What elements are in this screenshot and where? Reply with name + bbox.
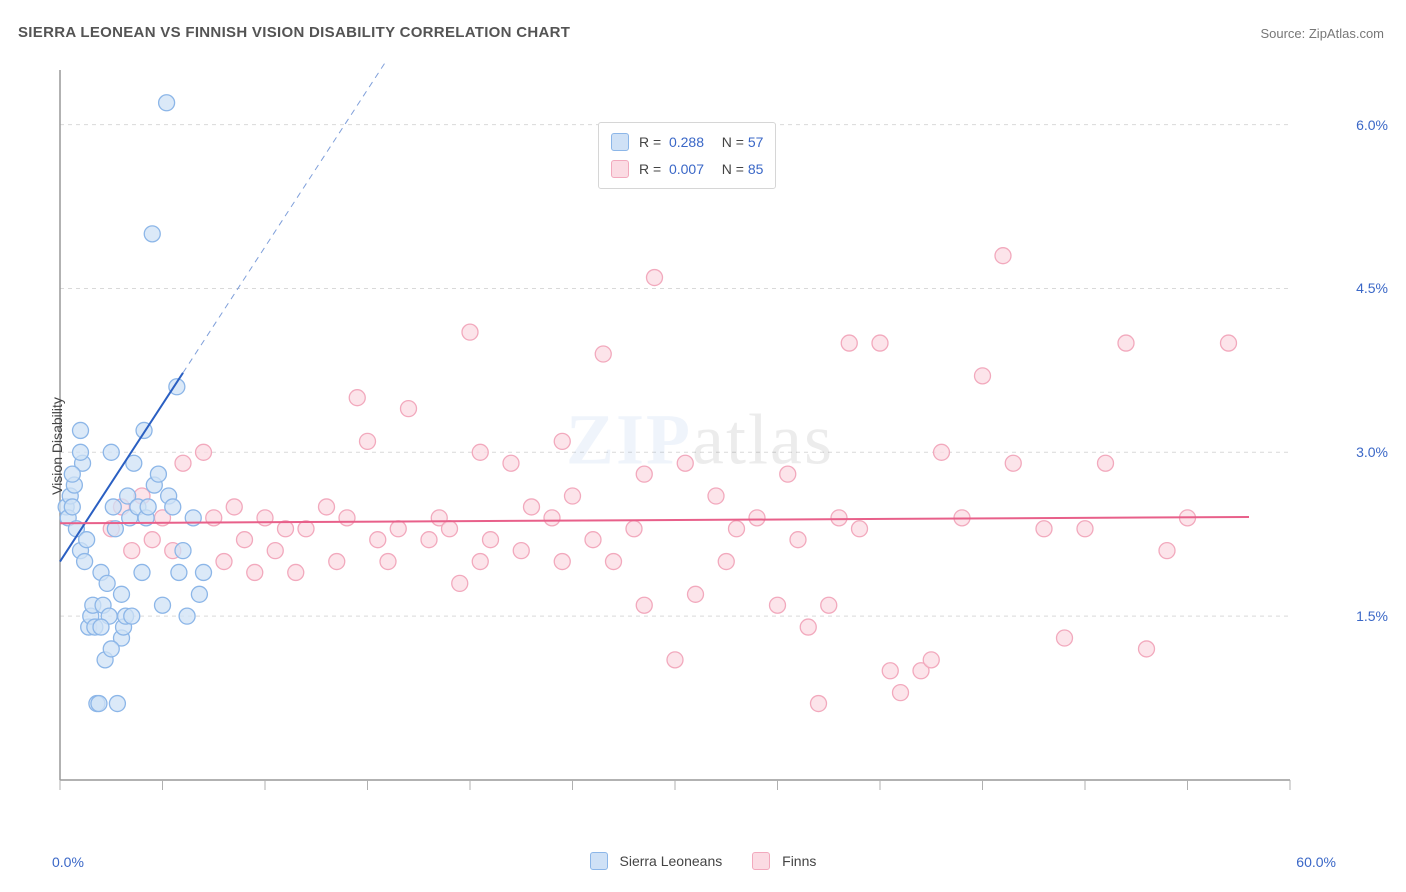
legend-box: R = 0.288 N = 57R = 0.007 N = 85	[598, 122, 776, 189]
plot-area: ZIPatlas R = 0.288 N = 57R = 0.007 N = 8…	[50, 60, 1350, 820]
y-axis-label: Vision Disability	[49, 397, 65, 495]
y-tick-label: 4.5%	[1356, 280, 1388, 296]
x-legend: Sierra Leoneans Finns	[0, 852, 1406, 870]
y-tick-label: 1.5%	[1356, 608, 1388, 624]
swatch-sierra	[590, 852, 608, 870]
swatch-finns	[752, 852, 770, 870]
swatch-icon	[611, 160, 629, 178]
legend-label-sierra: Sierra Leoneans	[620, 853, 723, 869]
legend-stat-row: R = 0.007 N = 85	[611, 156, 763, 183]
y-tick-label: 3.0%	[1356, 444, 1388, 460]
r-label: R = 0.288	[639, 129, 704, 156]
legend-stat-row: R = 0.288 N = 57	[611, 129, 763, 156]
source-label: Source: ZipAtlas.com	[1260, 26, 1384, 41]
legend-item-finns: Finns	[752, 852, 816, 870]
n-label: N = 85	[714, 156, 763, 183]
n-label: N = 57	[714, 129, 763, 156]
legend-item-sierra: Sierra Leoneans	[590, 852, 723, 870]
y-tick-label: 6.0%	[1356, 117, 1388, 133]
chart-title: SIERRA LEONEAN VS FINNISH VISION DISABIL…	[18, 24, 570, 41]
legend-label-finns: Finns	[782, 853, 816, 869]
swatch-icon	[611, 133, 629, 151]
r-label: R = 0.007	[639, 156, 704, 183]
